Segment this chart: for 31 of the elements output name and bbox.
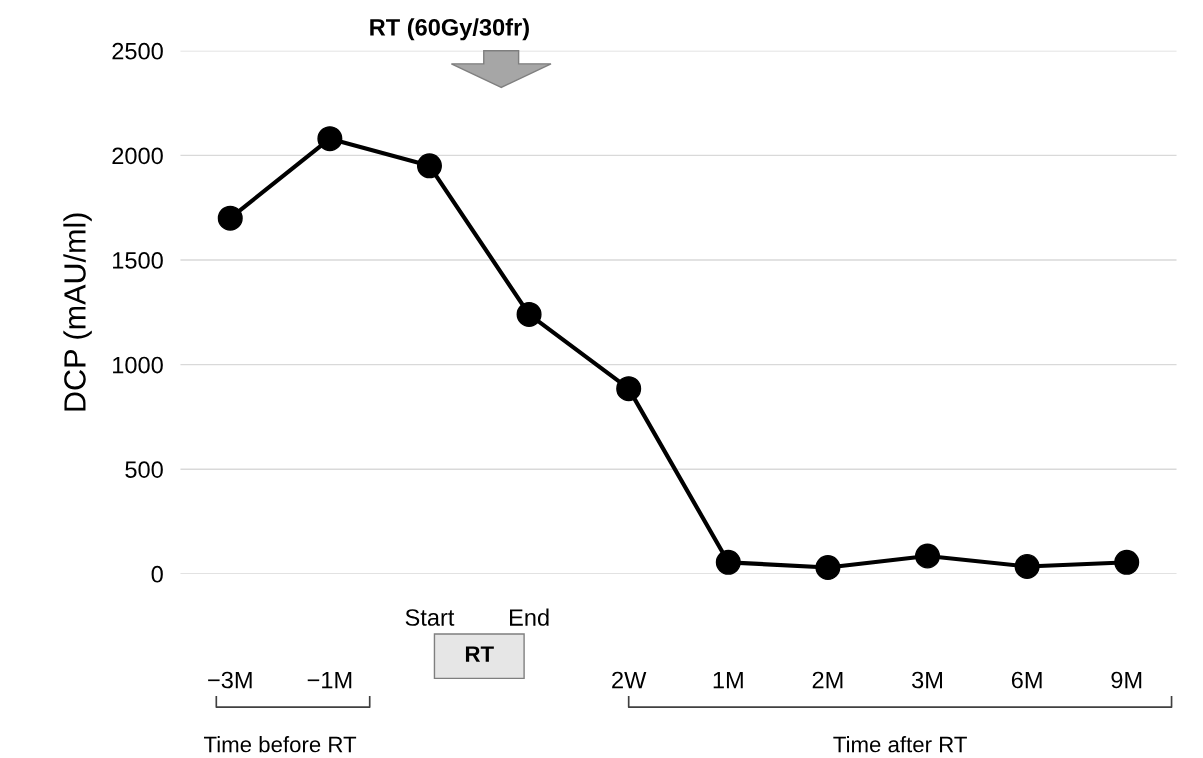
point [516, 301, 542, 327]
point [915, 543, 941, 569]
point [715, 549, 741, 575]
x-tick-label: 2W [612, 671, 647, 689]
y-tick-label: 1000 [113, 356, 163, 374]
x-tick-label: End [510, 608, 549, 626]
text: Time before RT [203, 736, 357, 753]
y-tick-label: 2500 [112, 42, 163, 60]
point [416, 153, 442, 179]
text: RT [465, 646, 494, 662]
point [317, 126, 343, 152]
point [1114, 549, 1140, 575]
y-tick-label: 0 [151, 565, 163, 583]
x-tick-label: 1M [713, 671, 743, 689]
y-axis-title: DCP (mAU/ml) [63, 213, 92, 411]
text: RT (60Gy/30fr) [370, 18, 529, 41]
text: Time after RT [833, 736, 967, 753]
x-tick-label: 3M [912, 671, 942, 689]
point [1014, 553, 1040, 579]
point [616, 376, 642, 402]
y-tick-label: 500 [125, 461, 163, 478]
y-tick-label: 2000 [112, 147, 163, 165]
x-tick-label: Start [405, 609, 455, 626]
x-tick-label: 9M [1111, 671, 1142, 689]
point [217, 205, 243, 231]
y-tick-label: 1500 [113, 252, 163, 269]
x-tick-label: 2M [812, 671, 843, 689]
x-tick-label: 6M [1011, 671, 1042, 689]
x-tick-label: −1M [307, 671, 352, 689]
point [815, 555, 841, 581]
x-tick-label: −3M [208, 671, 252, 689]
